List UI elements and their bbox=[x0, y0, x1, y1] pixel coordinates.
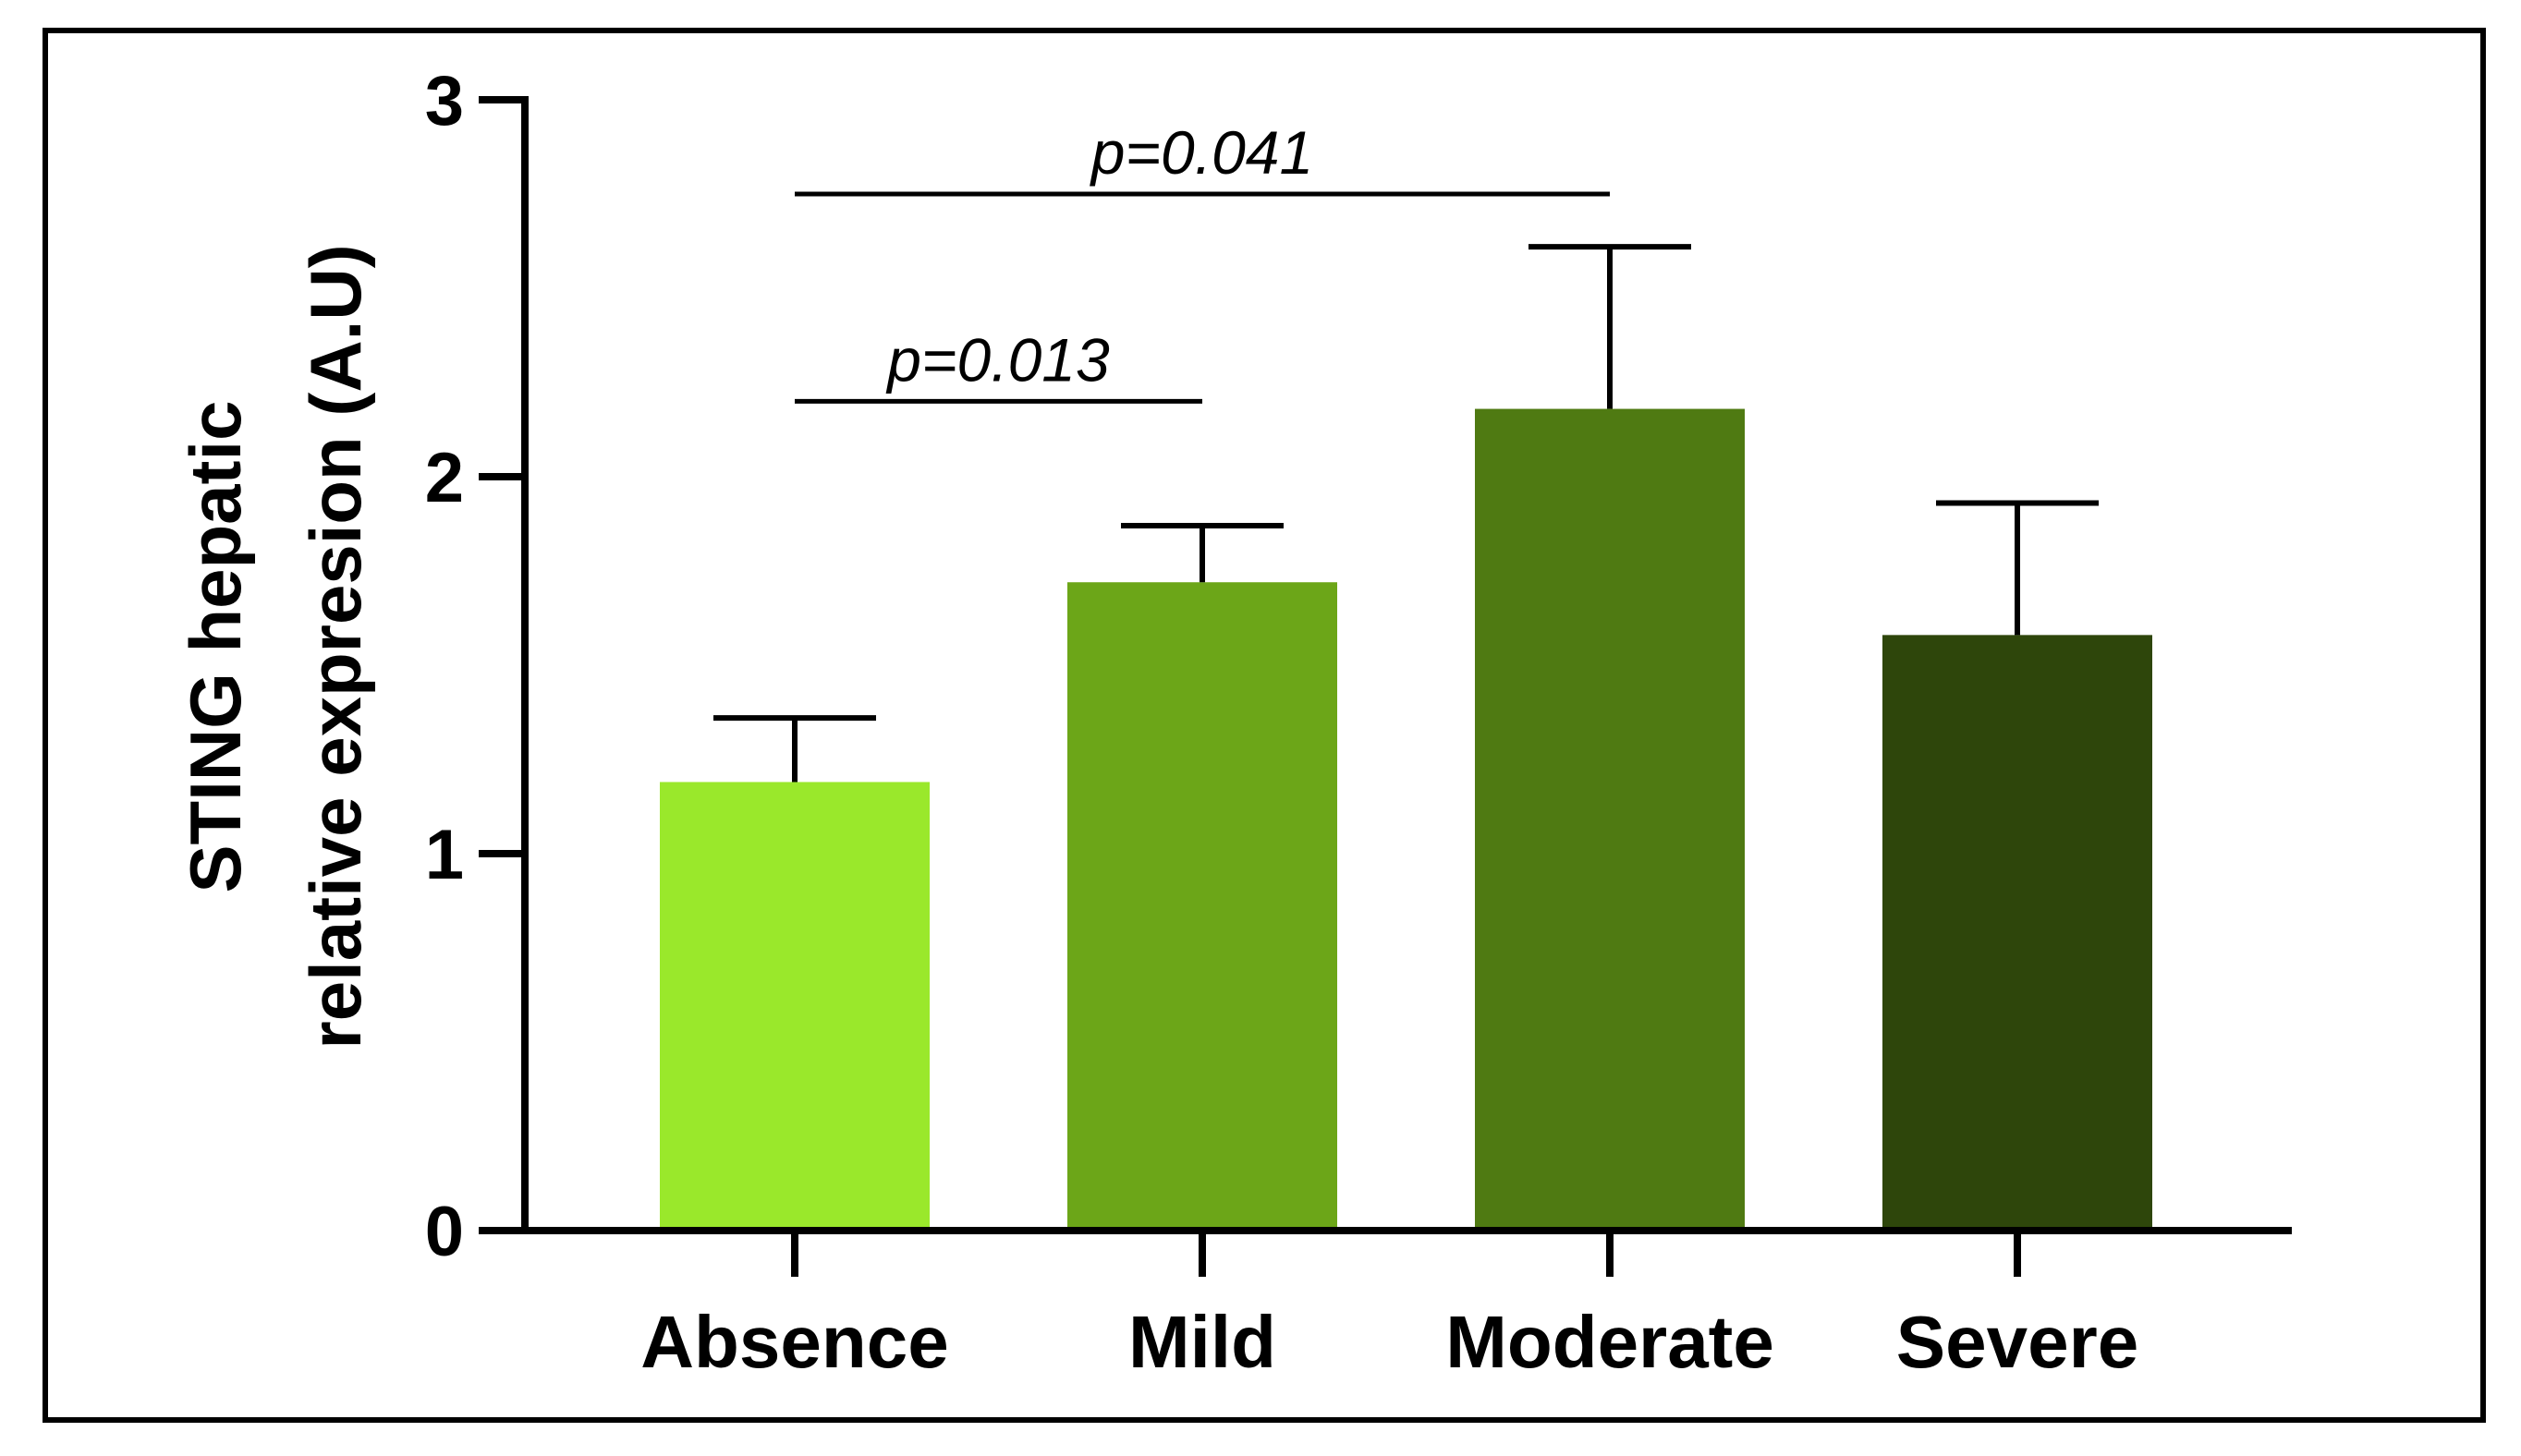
y-tick-label-0: 0 bbox=[425, 1193, 464, 1271]
x-tick-label-absence: Absence bbox=[640, 1301, 948, 1383]
x-tick-label-mild: Mild bbox=[1128, 1301, 1276, 1383]
error-bars-layer bbox=[713, 244, 2099, 783]
y-tick-label-3: 3 bbox=[425, 62, 464, 140]
y-axis-label-line-1: STING hepatic bbox=[175, 400, 256, 892]
bar-absence bbox=[660, 782, 930, 1231]
bar-moderate bbox=[1475, 408, 1745, 1231]
labels-layer: Absence Mild Moderate Severe 0 1 2 3 bbox=[425, 62, 2139, 1383]
bars-layer bbox=[660, 408, 2152, 1231]
significance-label-2: p=0.041 bbox=[1090, 118, 1313, 187]
significance-layer: p=0.013 p=0.041 bbox=[795, 118, 1610, 404]
x-tick-label-severe: Severe bbox=[1896, 1301, 2138, 1383]
figure-frame bbox=[43, 28, 2486, 1423]
y-tick-label-2: 2 bbox=[425, 439, 464, 517]
significance-label-1: p=0.013 bbox=[885, 325, 1110, 394]
x-tick-label-moderate: Moderate bbox=[1445, 1301, 1774, 1383]
bar-severe bbox=[1882, 635, 2152, 1231]
axes-layer bbox=[479, 96, 2292, 1277]
y-tick-label-1: 1 bbox=[425, 816, 464, 894]
bar-mild bbox=[1067, 582, 1337, 1231]
y-axis-label-line-2: relative expresion (A.U) bbox=[295, 244, 376, 1049]
